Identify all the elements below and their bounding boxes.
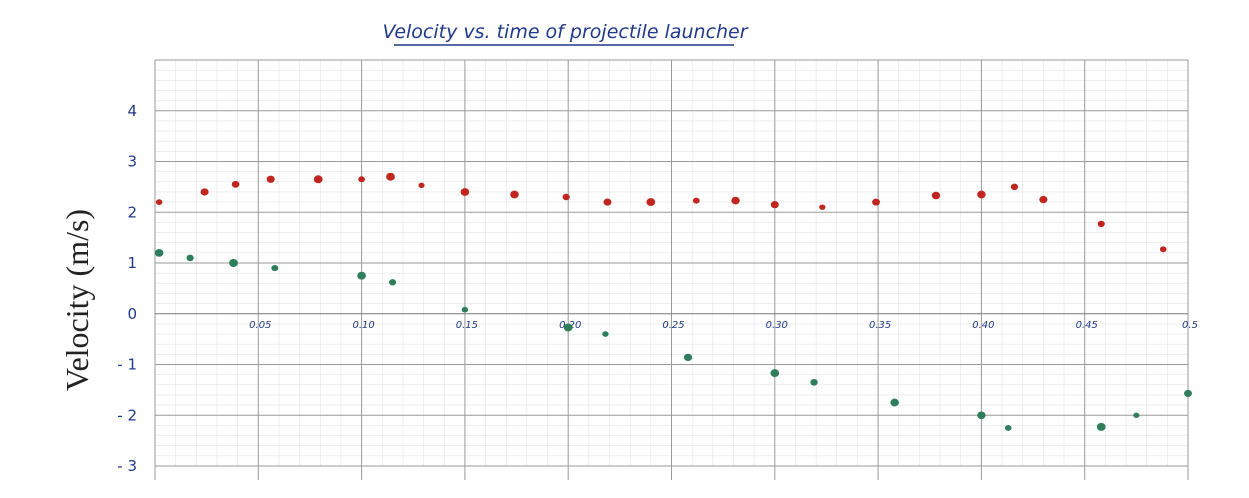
red-data-point (266, 175, 275, 183)
red-data-point (731, 196, 740, 205)
green-data-point (1133, 412, 1140, 418)
grid-major (154, 59, 1189, 480)
y-tick-label: - 1 (117, 356, 137, 374)
red-data-point (646, 198, 656, 207)
red-data-point (386, 172, 395, 181)
y-tick-label: 3 (127, 153, 137, 171)
x-tick-label: 0.30 (766, 320, 788, 331)
x-tick-label: 0.35 (869, 320, 891, 331)
red-data-point (155, 199, 163, 205)
x-tick-label: 0.05 (249, 320, 271, 331)
green-data-point (186, 254, 194, 262)
red-data-point (510, 190, 519, 199)
red-data-point (1159, 246, 1167, 253)
green-data-point (810, 378, 818, 386)
green-data-point (770, 369, 780, 378)
y-tick-label: 1 (127, 254, 137, 272)
red-data-point (1039, 195, 1048, 204)
green-data-point (461, 306, 469, 313)
x-tick-label: 0.45 (1076, 320, 1098, 331)
green-data-point (154, 248, 164, 257)
green-data-point (602, 331, 609, 337)
green-data-point (1004, 425, 1012, 431)
x-tick-label: 0.10 (352, 320, 374, 331)
x-tick-label: 0.40 (972, 320, 994, 331)
red-data-point (358, 176, 365, 183)
red-data-point (200, 188, 209, 196)
red-data-point (872, 198, 880, 206)
red-data-point (1010, 183, 1019, 191)
y-tick-labels: 4 3 2 1 0 - 1 - 2 - 3 (117, 102, 137, 475)
green-data-point (1184, 389, 1192, 397)
red-data-point (231, 180, 240, 188)
green-data-point (890, 398, 899, 407)
green-data-point (977, 411, 986, 420)
data-points (154, 172, 1192, 431)
red-data-point (562, 193, 570, 201)
green-data-point (271, 265, 279, 272)
x-tick-label: 0.15 (456, 320, 478, 331)
green-data-point (389, 279, 397, 286)
x-tick-label: 0.5 (1182, 320, 1198, 331)
green-data-point (1096, 422, 1106, 431)
y-tick-label: - 2 (117, 406, 137, 424)
red-data-point (418, 182, 425, 189)
red-data-point (460, 188, 470, 196)
red-data-point (770, 201, 779, 209)
green-data-point (357, 271, 366, 280)
green-data-point (683, 353, 693, 362)
y-axis-label: Velocity (m/s) (59, 209, 95, 391)
red-data-point (931, 191, 941, 200)
y-tick-label: 0 (127, 305, 137, 323)
red-data-point (1097, 220, 1105, 228)
red-data-point (313, 175, 323, 184)
x-tick-label: 0.25 (662, 320, 684, 331)
red-data-point (819, 204, 826, 210)
red-data-point (977, 190, 986, 199)
green-data-point (229, 259, 238, 267)
y-tick-label: 4 (127, 102, 137, 120)
y-tick-label: 2 (127, 203, 137, 221)
red-data-point (692, 197, 700, 204)
y-tick-label: - 3 (117, 457, 137, 475)
chart-title: Velocity vs. time of projectile launcher (382, 21, 748, 43)
red-data-point (603, 198, 612, 206)
x-tick-labels: 0.050.100.150.200.250.300.350.400.450.5 (249, 320, 1198, 331)
green-data-point (563, 323, 573, 332)
